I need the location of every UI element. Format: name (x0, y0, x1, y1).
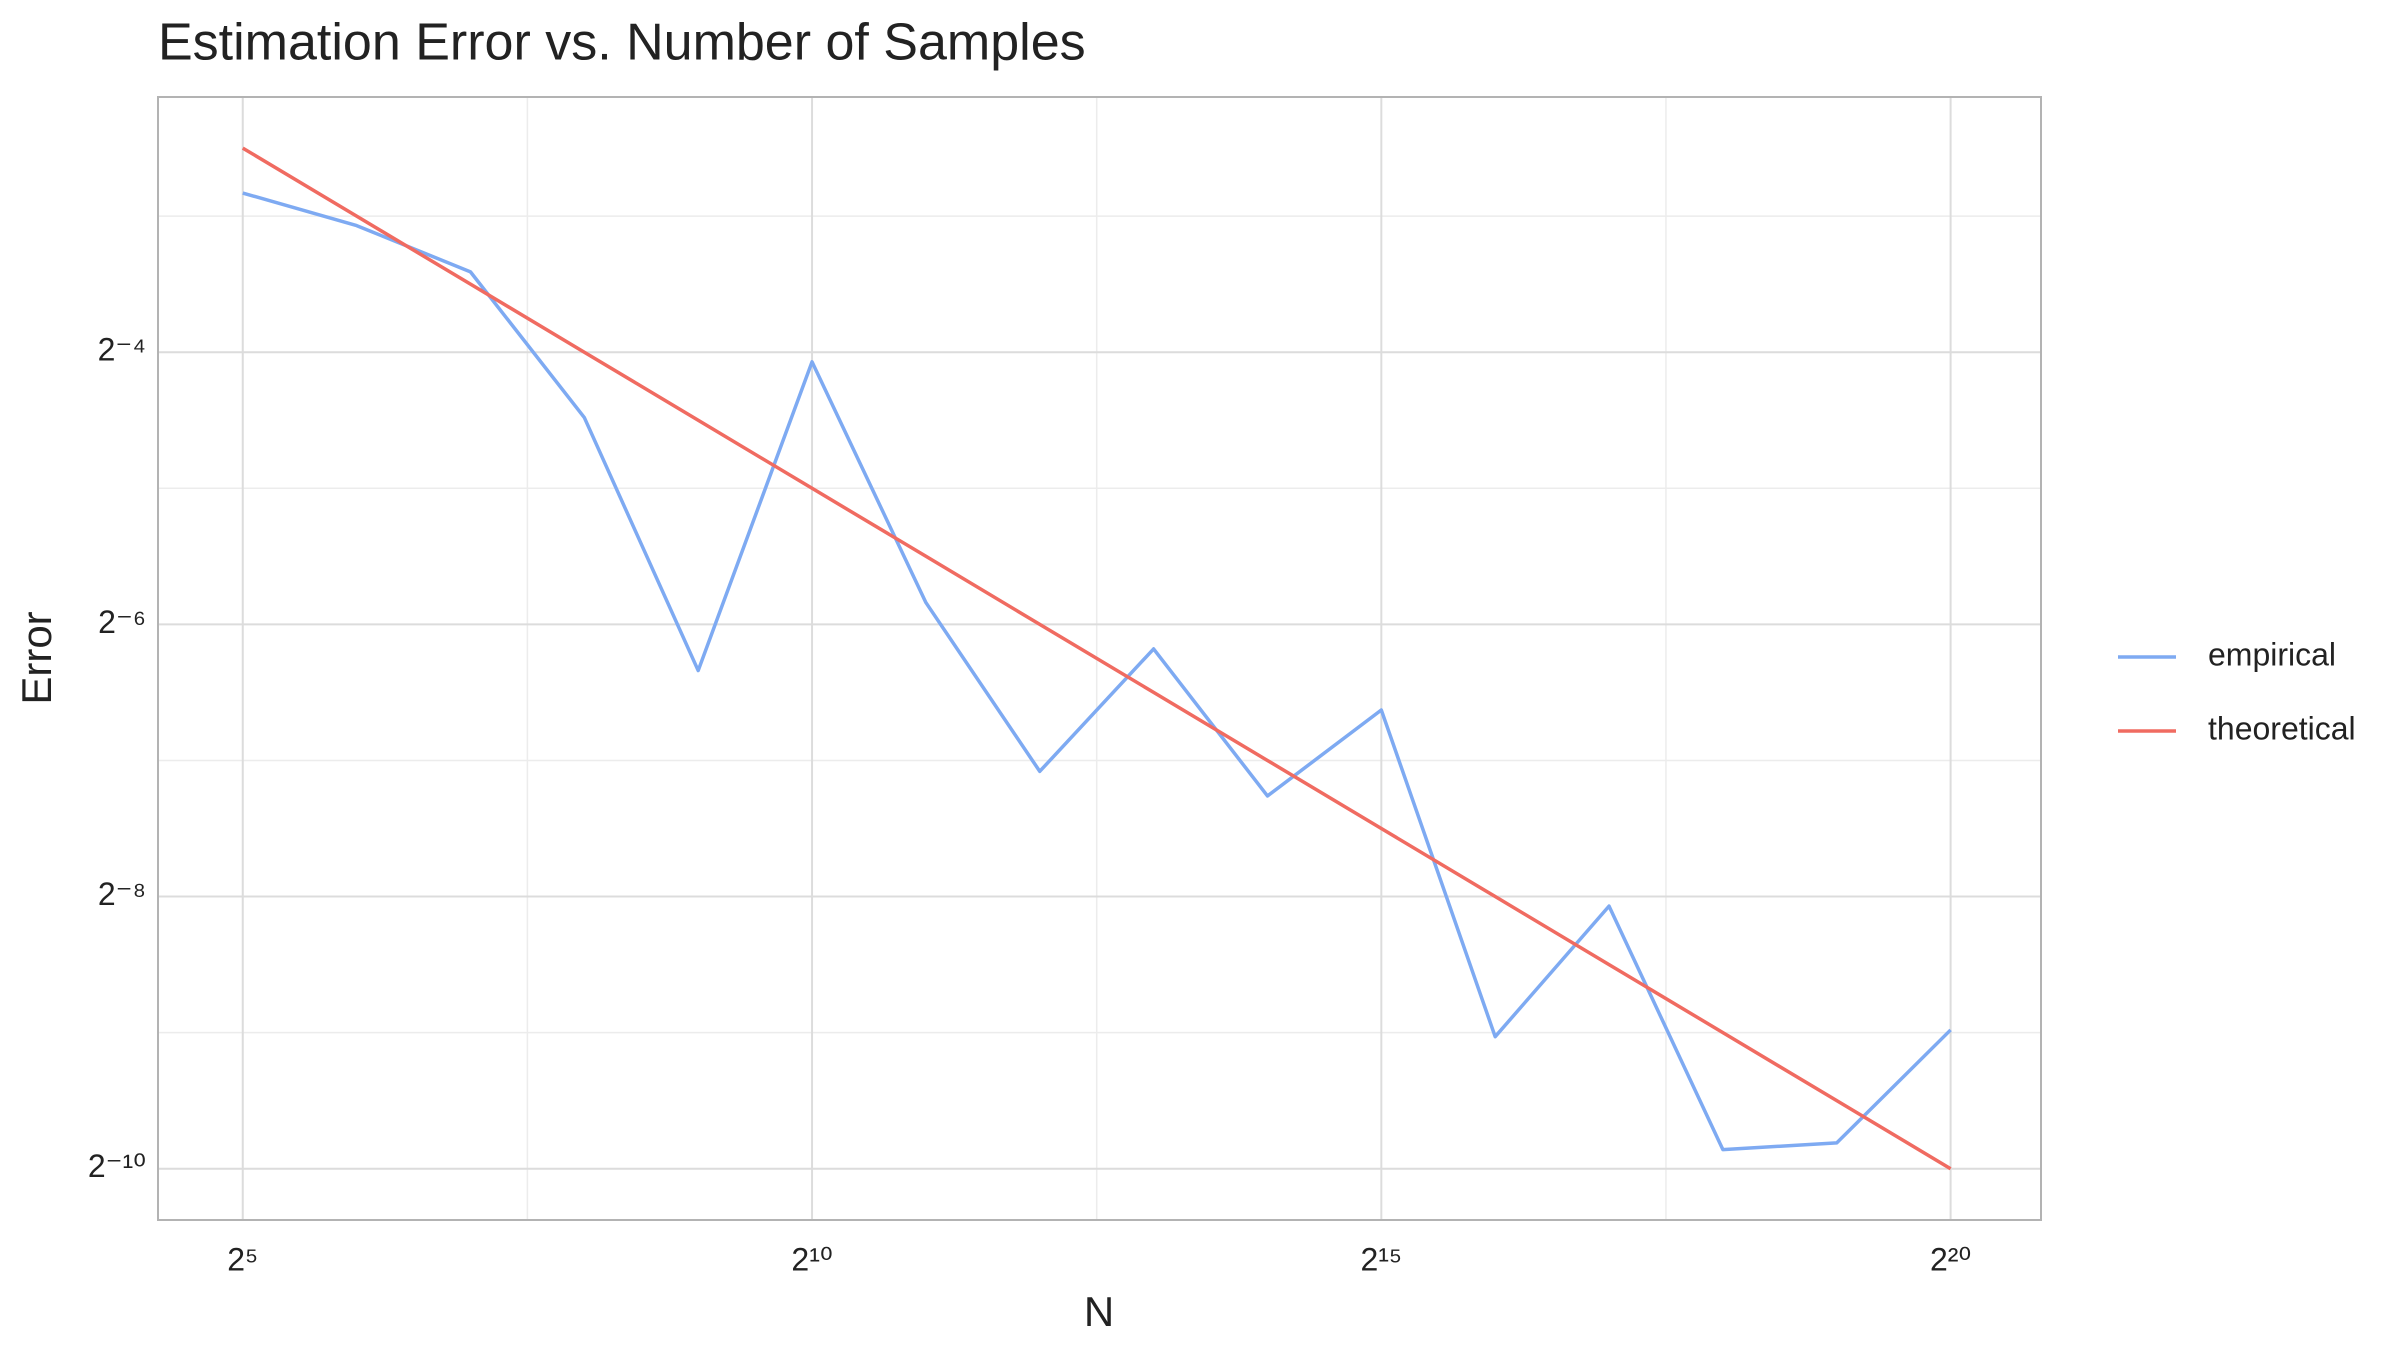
chart-title: Estimation Error vs. Number of Samples (158, 14, 1086, 72)
series-line (242, 191, 1952, 1152)
x-tick-label: 2²⁰ (1930, 1241, 1971, 1277)
x-tick-label: 2⁵ (227, 1241, 258, 1277)
panel-border (157, 96, 2042, 1221)
y-tick-label: 2⁻⁴ (98, 332, 146, 368)
legend-label: theoretical (2208, 710, 2356, 746)
y-tick-label: 2⁻⁸ (98, 876, 146, 912)
x-tick-label: 2¹⁰ (791, 1241, 832, 1277)
y-tick-label: 2⁻⁶ (98, 604, 146, 640)
legend-label: empirical (2208, 636, 2336, 672)
y-tick-label: 2⁻¹⁰ (88, 1148, 146, 1184)
y-axis-title: Error (13, 611, 60, 704)
series-line (241, 146, 1952, 1171)
x-tick-label: 2¹⁵ (1360, 1241, 1402, 1277)
x-axis-title: N (1084, 1288, 1114, 1335)
